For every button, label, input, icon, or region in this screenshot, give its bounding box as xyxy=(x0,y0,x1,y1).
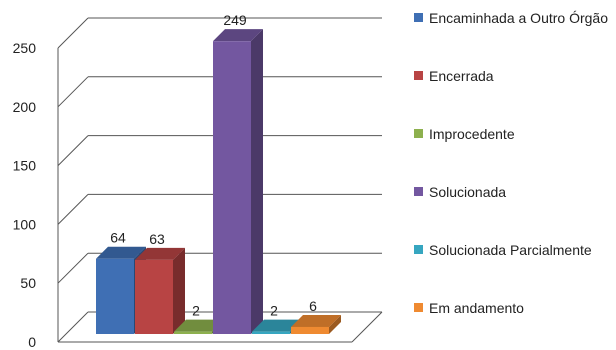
y-axis: 0 50 100 150 200 250 xyxy=(13,40,37,350)
legend-label: Encerrada xyxy=(429,68,494,84)
y-tick-label: 50 xyxy=(20,275,36,291)
y-tick-label: 250 xyxy=(13,40,37,56)
floor-right-edge xyxy=(351,311,383,343)
data-label: 64 xyxy=(110,230,126,246)
bars xyxy=(96,29,341,335)
bar-front xyxy=(96,258,134,334)
bar-top xyxy=(291,314,341,327)
data-label: 2 xyxy=(192,303,200,319)
bar-front xyxy=(252,331,290,334)
bar-top xyxy=(252,319,302,332)
legend-swatch xyxy=(414,187,423,196)
gridline-side xyxy=(57,194,89,225)
bar-front xyxy=(135,259,173,334)
bar xyxy=(135,247,185,334)
legend-label: Solucionada Parcialmente xyxy=(429,242,592,258)
bar-top xyxy=(213,29,263,42)
legend-item: Solucionada Parcialmente xyxy=(414,240,616,261)
y-tick-label: 150 xyxy=(13,158,37,174)
data-label: 249 xyxy=(223,12,247,28)
legend-item: Encerrada xyxy=(414,66,616,87)
bar xyxy=(291,314,341,334)
bar-top xyxy=(96,246,146,259)
bar xyxy=(213,29,263,335)
gridline-side xyxy=(57,76,89,108)
legend-item: Encaminhada a Outro Órgão xyxy=(414,8,616,29)
legend-item: Improcedente xyxy=(414,124,616,145)
gridline-side xyxy=(57,17,89,49)
legend-label: Solucionada xyxy=(429,184,507,200)
gridline-side xyxy=(57,311,89,343)
gridline-side xyxy=(57,135,89,166)
bar-front xyxy=(174,331,212,334)
legend-label: Em andamento xyxy=(429,300,524,316)
data-label: 2 xyxy=(270,303,278,319)
bar-side xyxy=(173,247,185,334)
legend-item: Em andamento xyxy=(414,298,616,319)
bar-top xyxy=(174,319,224,332)
legend: Encaminhada a Outro Órgão Encerrada Improc… xyxy=(414,0,616,350)
legend-label: Encaminhada a Outro Órgão xyxy=(429,10,608,26)
legend-swatch xyxy=(414,13,423,22)
legend-swatch xyxy=(414,129,423,138)
y-tick-label: 100 xyxy=(13,216,37,232)
bar-side xyxy=(329,314,341,334)
bar-front xyxy=(213,41,251,335)
gridline-side xyxy=(57,252,89,284)
data-labels: 64 63 2 249 2 6 xyxy=(110,12,317,318)
legend-swatch xyxy=(414,71,423,80)
data-label: 6 xyxy=(309,298,317,314)
bar-top xyxy=(135,247,185,260)
y-tick-label: 0 xyxy=(28,334,36,350)
legend-swatch xyxy=(414,303,423,312)
legend-item: Solucionada xyxy=(414,182,616,203)
legend-label: Improcedente xyxy=(429,126,515,142)
bar-side xyxy=(251,29,263,335)
bar-front xyxy=(291,326,329,334)
y-tick-label: 200 xyxy=(13,99,37,115)
data-label: 63 xyxy=(149,231,165,247)
legend-swatch xyxy=(414,245,423,254)
